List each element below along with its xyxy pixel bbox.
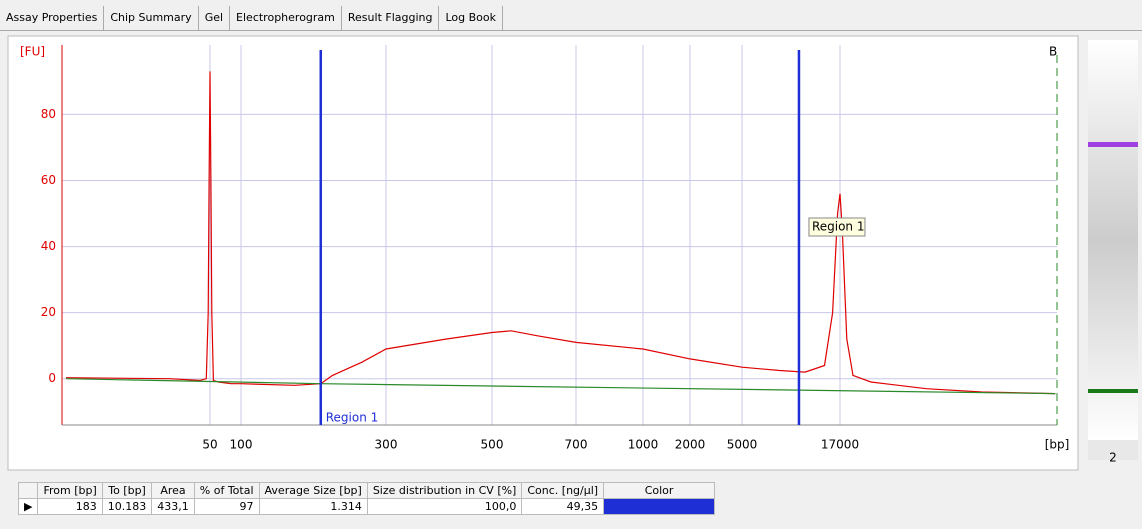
column-header[interactable]: Area <box>152 483 195 499</box>
corner-label: B <box>1049 45 1057 59</box>
x-tick-label: 17000 <box>821 438 859 452</box>
x-tick-label: 700 <box>565 438 588 452</box>
cell: 1.314 <box>259 499 367 515</box>
column-header[interactable]: Size distribution in CV [%] <box>367 483 522 499</box>
column-header[interactable]: To [bp] <box>102 483 152 499</box>
column-header[interactable]: From [bp] <box>38 483 102 499</box>
chart-panel <box>8 36 1078 470</box>
cell: 183 <box>38 499 102 515</box>
color-cell <box>604 499 715 515</box>
gel-lane <box>1088 40 1138 440</box>
row-header <box>19 483 38 499</box>
y-tick-label: 0 <box>48 371 56 385</box>
gel-lane-label: 2 <box>1109 451 1117 465</box>
row-marker: ▶ <box>19 499 38 515</box>
column-header[interactable]: Color <box>604 483 715 499</box>
x-tick-label: 50 <box>202 438 217 452</box>
y-tick-label: 60 <box>41 173 56 187</box>
column-header[interactable]: Average Size [bp] <box>259 483 367 499</box>
x-tick-label: 5000 <box>727 438 758 452</box>
tooltip: Region 1 <box>812 220 865 234</box>
column-header[interactable]: Conc. [ng/µl] <box>522 483 604 499</box>
y-tick-label: 80 <box>41 107 56 121</box>
region-label: Region 1 <box>326 411 379 425</box>
y-tick-label: 20 <box>41 305 56 319</box>
cell: 433,1 <box>152 499 195 515</box>
column-header[interactable]: % of Total <box>194 483 259 499</box>
x-tick-label: 100 <box>230 438 253 452</box>
y-tick-label: 40 <box>41 239 56 253</box>
electropherogram: 2 0 20 40 60 80 50 100 300 500 700 1000 2000 5000 170… <box>0 0 1142 475</box>
gel-band <box>1088 142 1138 147</box>
app: Assay PropertiesChip SummaryGelElectroph… <box>0 0 1142 529</box>
cell: 100,0 <box>367 499 522 515</box>
x-axis-label: [bp] <box>1045 438 1070 452</box>
y-axis-label: [FU] <box>20 45 45 59</box>
cell: 97 <box>194 499 259 515</box>
cell: 10.183 <box>102 499 152 515</box>
x-tick-label: 300 <box>375 438 398 452</box>
cell: 49,35 <box>522 499 604 515</box>
x-tick-label: 2000 <box>675 438 706 452</box>
x-tick-label: 500 <box>481 438 504 452</box>
x-tick-label: 1000 <box>628 438 659 452</box>
gel-band <box>1088 389 1138 393</box>
